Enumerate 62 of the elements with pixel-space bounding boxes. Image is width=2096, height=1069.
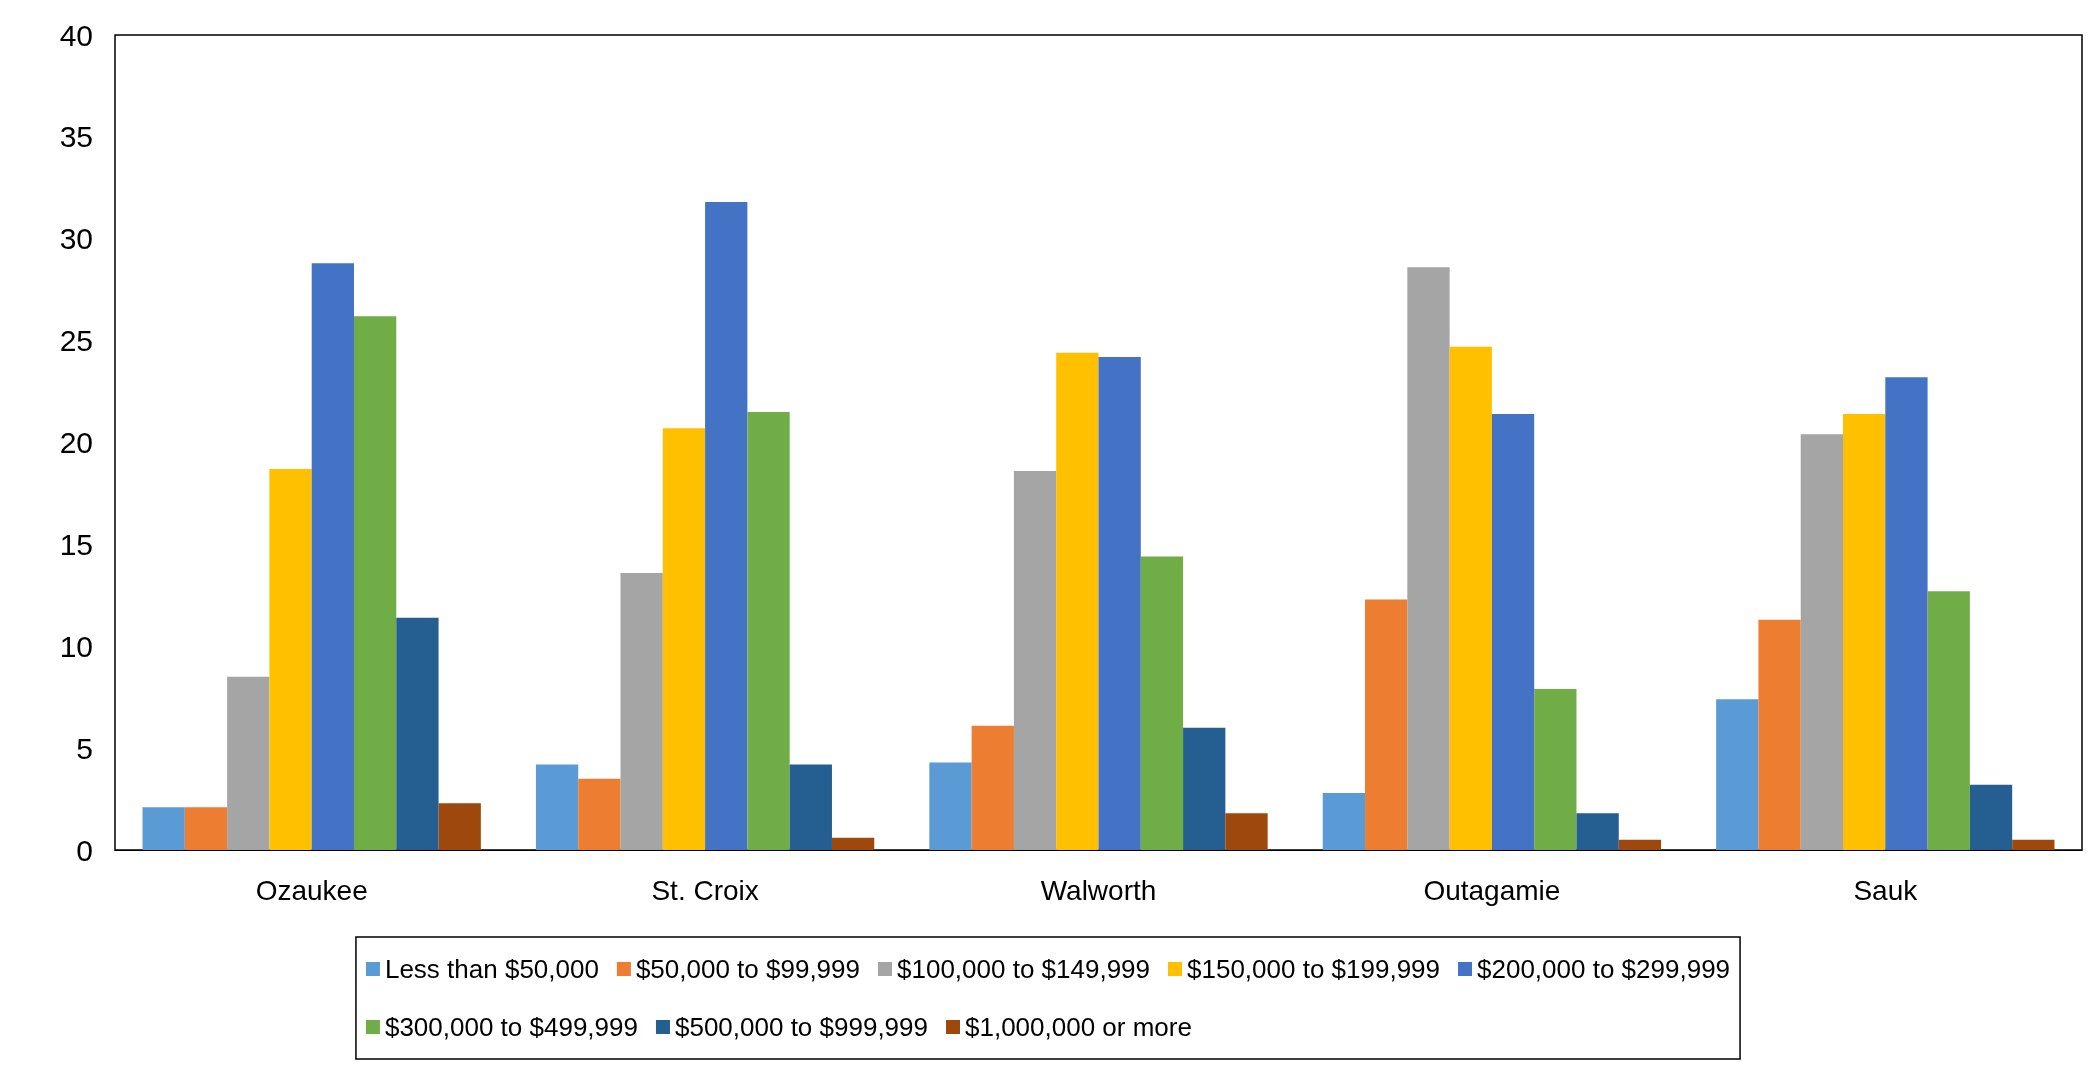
y-tick-label: 0 [76,833,93,867]
bar [1449,346,1492,850]
legend-label: $1,000,000 or more [964,1012,1192,1042]
bar [1407,267,1450,850]
y-tick-label: 40 [59,18,93,52]
bar [1491,413,1535,850]
bar [1885,377,1928,850]
bar [971,725,1014,850]
legend-label: $200,000 to $299,999 [1477,954,1731,984]
bar [1716,699,1759,850]
y-tick-label: 15 [59,527,93,561]
bar [1013,471,1057,850]
bar [1183,727,1226,850]
y-tick-label: 10 [59,629,93,663]
legend-label: $300,000 to $499,999 [384,1012,638,1042]
legend-label: $50,000 to $99,999 [635,954,861,984]
y-tick-label: 5 [76,731,93,765]
bar [438,803,481,850]
bar [142,807,185,850]
bar [1927,591,1970,850]
bar [578,778,621,850]
bar [311,263,354,850]
bar [1365,599,1408,850]
legend-label: $100,000 to $149,999 [897,954,1151,984]
bar [1576,813,1619,850]
x-tick-label: Walworth [1040,874,1157,906]
bar [705,202,748,850]
bar [1618,839,1662,850]
bar [831,837,875,850]
bar [227,676,270,850]
bar [1534,689,1577,850]
bar [184,807,228,850]
bar [396,617,439,850]
bar [2012,839,2055,850]
bar [789,764,832,850]
bar [1758,619,1801,850]
bar [1843,413,1886,850]
bar [747,411,790,850]
bar [1322,792,1366,850]
x-tick-label: Ozaukee [255,874,368,906]
bar [269,468,312,850]
x-tick-label: St. Croix [651,874,759,906]
bar [620,572,663,850]
bar [1225,813,1268,850]
bar [662,428,706,850]
y-tick-label: 20 [59,426,93,459]
bar [1969,784,2013,850]
legend-label: Less than $50,000 [384,954,599,984]
legend-label: $500,000 to $999,999 [674,1012,928,1042]
bar [1140,556,1184,850]
bar [1056,352,1099,850]
y-tick-label: 35 [59,120,93,154]
bar [535,764,579,850]
bar [1098,356,1141,850]
y-tick-label: 25 [59,324,93,358]
bar [353,316,397,850]
x-tick-label: Outagamie [1423,874,1561,906]
x-tick-label: Sauk [1853,874,1919,906]
bar [929,762,972,850]
legend-label: $150,000 to $199,999 [1187,954,1441,984]
bar [1800,434,1844,850]
y-tick-label: 30 [59,222,93,256]
